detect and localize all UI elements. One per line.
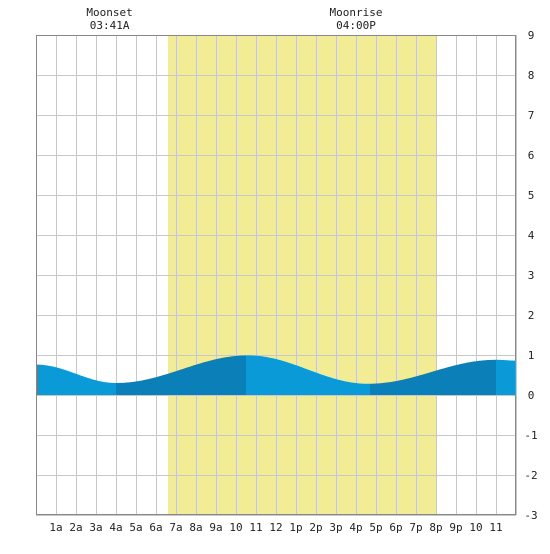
- moon-event-time: 04:00P: [336, 19, 376, 32]
- x-tick-label: 8p: [429, 521, 442, 534]
- x-tick-label: 10: [229, 521, 242, 534]
- tide-area-light: [496, 359, 516, 395]
- y-tick-label: 5: [528, 189, 535, 202]
- x-tick-label: 5a: [129, 521, 142, 534]
- x-tick-label: 4a: [109, 521, 122, 534]
- tide-area-light: [36, 364, 116, 395]
- y-tick-label: -1: [524, 429, 537, 442]
- x-tick-label: 2p: [309, 521, 322, 534]
- x-tick-label: 1a: [49, 521, 62, 534]
- x-tick-label: 1p: [289, 521, 302, 534]
- y-tick-label: 3: [528, 269, 535, 282]
- y-tick-label: 4: [528, 229, 535, 242]
- x-tick-label: 7p: [409, 521, 422, 534]
- tide-area-dark: [116, 355, 246, 395]
- y-tick-label: 0: [528, 389, 535, 402]
- tide-area-light: [246, 355, 370, 395]
- moon-event-time: 03:41A: [90, 19, 130, 32]
- x-tick-label: 9p: [449, 521, 462, 534]
- x-tick-label: 4p: [349, 521, 362, 534]
- y-tick-label: -2: [524, 469, 537, 482]
- x-tick-label: 11: [489, 521, 502, 534]
- x-tick-label: 2a: [69, 521, 82, 534]
- x-tick-label: 9a: [209, 521, 222, 534]
- y-tick-label: 8: [528, 69, 535, 82]
- x-tick-label: 12: [269, 521, 282, 534]
- plot-frame: [36, 35, 516, 515]
- x-tick-label: 7a: [169, 521, 182, 534]
- x-tick-label: 11: [249, 521, 262, 534]
- x-tick-label: 6a: [149, 521, 162, 534]
- x-tick-label: 10: [469, 521, 482, 534]
- x-tick-label: 5p: [369, 521, 382, 534]
- y-tick-label: 7: [528, 109, 535, 122]
- moon-event-label: Moonrise: [330, 6, 383, 19]
- y-tick-label: 2: [528, 309, 535, 322]
- y-tick-label: 9: [528, 29, 535, 42]
- y-tick-label: 6: [528, 149, 535, 162]
- moon-event-label: Moonset: [86, 6, 132, 19]
- x-tick-label: 3p: [329, 521, 342, 534]
- tide-area-dark: [370, 359, 496, 395]
- y-tick-label: 1: [528, 349, 535, 362]
- y-tick-label: -3: [524, 509, 537, 522]
- x-tick-label: 6p: [389, 521, 402, 534]
- x-tick-label: 8a: [189, 521, 202, 534]
- x-tick-label: 3a: [89, 521, 102, 534]
